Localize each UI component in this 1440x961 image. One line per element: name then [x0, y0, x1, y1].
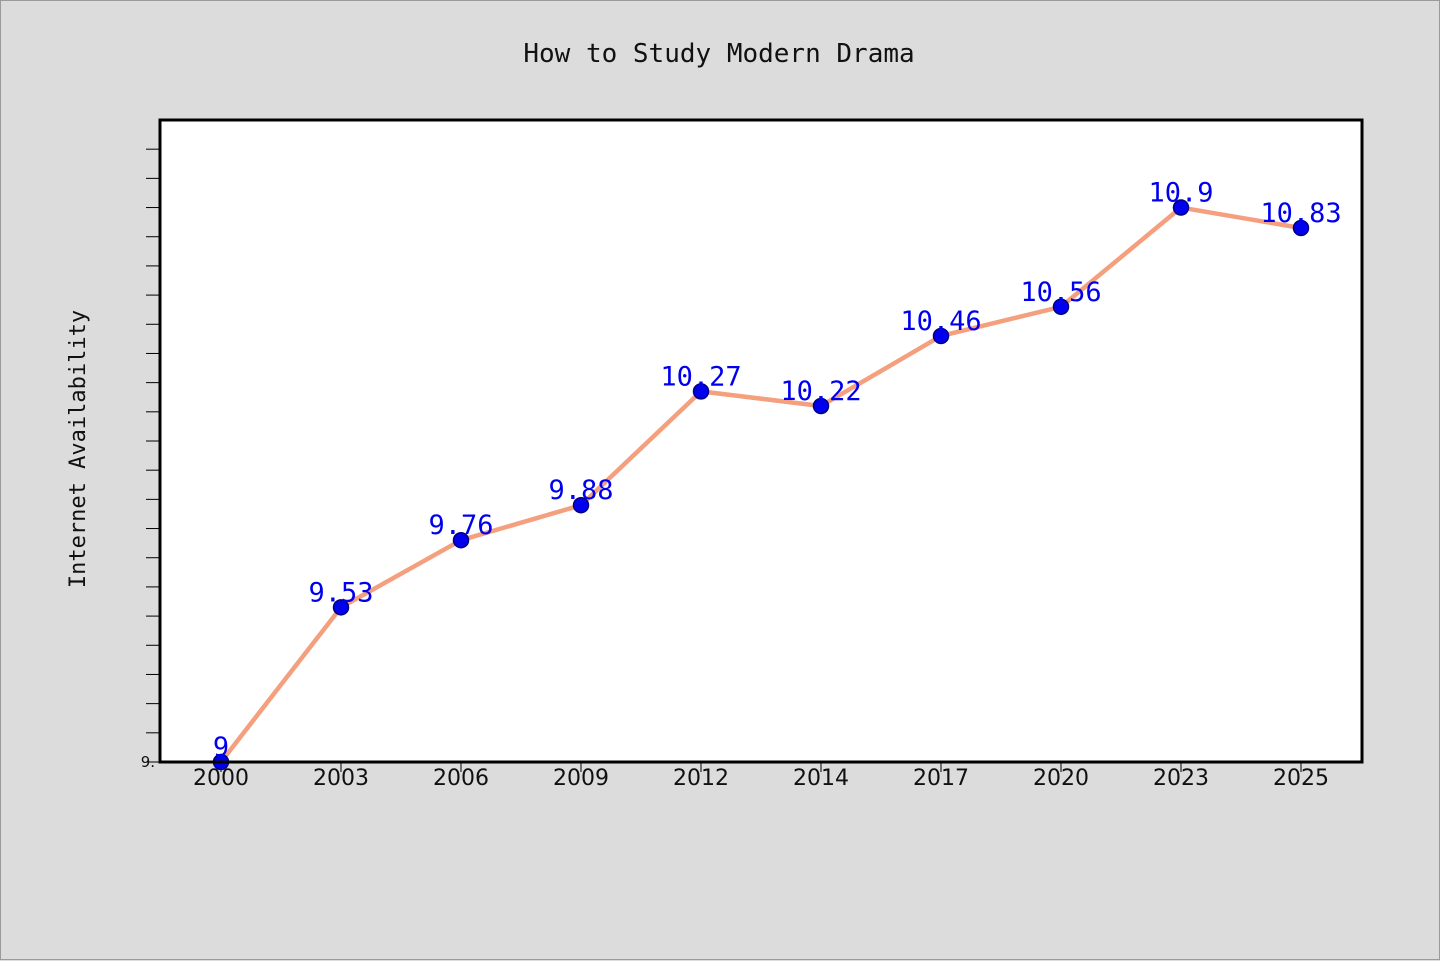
data-label: 9.88: [548, 475, 613, 506]
x-tick-label: 2017: [913, 766, 969, 791]
data-label: 10.27: [660, 361, 741, 392]
data-label: 9: [213, 732, 229, 763]
y-axis-ticks: 9.: [141, 148, 159, 771]
data-label: 10.46: [900, 306, 981, 337]
data-point: [572, 496, 590, 514]
data-label: 10.9: [1148, 178, 1213, 209]
x-tick-label: 2023: [1153, 766, 1209, 791]
data-point: [452, 531, 470, 549]
plot-frame: [158, 118, 1364, 764]
data-point: [932, 327, 950, 345]
chart-title: How to Study Modern Drama: [523, 39, 914, 69]
x-tick-label: 2020: [1033, 766, 1089, 791]
data-label: 9.76: [428, 510, 493, 541]
plot-area: [160, 120, 1362, 762]
data-labels: 9 9.53 9.76 9.88 10.27 10.22 10.46 10.56 10.9 10.…: [213, 178, 1342, 763]
x-tick-label: 2006: [433, 766, 489, 791]
data-label: 10.83: [1260, 198, 1341, 229]
data-point: [812, 397, 830, 415]
y-tick-label: 9.: [141, 753, 155, 771]
series-line: [219, 205, 1302, 764]
data-point: [1292, 219, 1310, 237]
y-axis-label: Internet Availability: [66, 310, 91, 588]
x-tick-label: 2025: [1273, 766, 1329, 791]
data-label: 10.56: [1020, 277, 1101, 308]
x-tick-label: 2003: [313, 766, 369, 791]
data-point: [1052, 298, 1070, 316]
x-tick-label: 2014: [793, 766, 849, 791]
data-point: [692, 383, 710, 400]
data-label: 10.22: [780, 376, 861, 407]
data-point: [332, 599, 350, 616]
x-tick-label: 2009: [553, 766, 609, 791]
data-label: 9.53: [308, 577, 373, 608]
x-tick-label: 2012: [673, 766, 729, 791]
x-axis-ticks: 2000 2003 2006 2009 2012 2014 2017 2020 2023 2025: [193, 762, 1329, 791]
data-point: [1172, 199, 1190, 216]
